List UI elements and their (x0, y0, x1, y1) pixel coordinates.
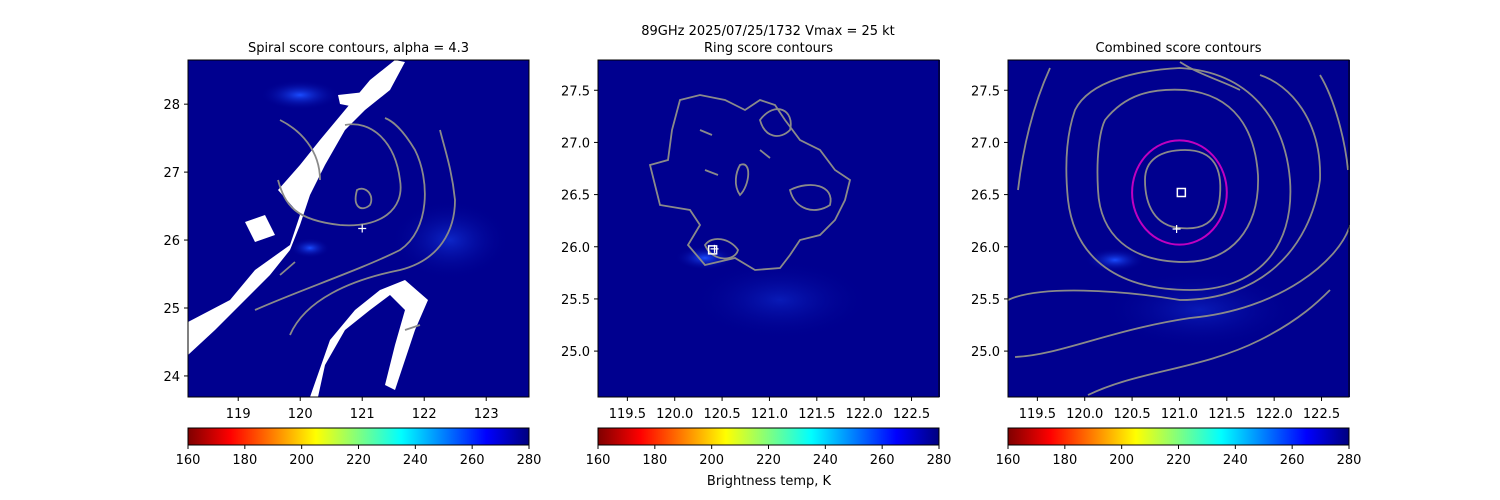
colorbar-tick-label: 280 (927, 453, 952, 468)
colorbar-tick-label: 160 (586, 453, 611, 468)
colorbar-tick-label: 260 (870, 453, 895, 468)
x-tick-label: 121.5 (798, 407, 835, 422)
colorbar-tick-label: 160 (996, 453, 1021, 468)
center-marker (710, 244, 719, 253)
y-tick-label: 25 (163, 302, 180, 317)
colorbar-tick-label: 160 (176, 453, 201, 468)
panel-title: Spiral score contours, alpha = 4.3 (248, 41, 469, 56)
x-tick-label: 122.0 (1256, 407, 1293, 422)
colorbar-tick-label: 180 (1052, 453, 1077, 468)
y-tick-label: 25.5 (561, 293, 590, 308)
colorbar-tick-label: 260 (1280, 453, 1305, 468)
y-tick-label: 25.0 (971, 345, 1000, 360)
colorbar-tick-label: 180 (232, 453, 257, 468)
x-tick-label: 120.0 (656, 407, 693, 422)
y-tick-label: 26 (163, 234, 180, 249)
center-marker (358, 224, 367, 233)
x-tick-label: 119 (226, 407, 251, 422)
colorbar-tick-label: 240 (813, 453, 838, 468)
colorbar-tick-label: 280 (517, 453, 542, 468)
colorbar-tick-label: 220 (756, 453, 781, 468)
colorbar-label: Brightness temp, K (707, 474, 832, 489)
panel-title: Combined score contours (1096, 41, 1262, 56)
panel-title: Ring score contours (704, 41, 833, 56)
colorbar (1007, 427, 1350, 446)
x-tick-label: 120.0 (1066, 407, 1103, 422)
y-tick-label: 26.5 (971, 189, 1000, 204)
x-tick-label: 121.0 (1161, 407, 1198, 422)
y-tick-label: 27.5 (971, 84, 1000, 99)
x-tick-label: 122.5 (893, 407, 930, 422)
panel-image (1008, 60, 1350, 397)
y-tick-label: 27.0 (561, 136, 590, 151)
colorbar-tick-label: 200 (699, 453, 724, 468)
ring-circle (1131, 139, 1228, 246)
x-tick-label: 120.5 (703, 407, 740, 422)
y-tick-label: 25.0 (561, 345, 590, 360)
x-tick-label: 120 (288, 407, 313, 422)
y-tick-label: 27 (163, 166, 180, 181)
axes-frame (1007, 59, 1350, 398)
x-tick-label: 121.0 (751, 407, 788, 422)
x-tick-label: 123 (474, 407, 499, 422)
x-tick-label: 119.5 (609, 407, 646, 422)
colorbar-tick-label: 260 (460, 453, 485, 468)
panel-image (188, 60, 529, 397)
colorbar-tick-label: 240 (403, 453, 428, 468)
y-tick-label: 27.0 (971, 136, 1000, 151)
y-tick-label: 26.5 (561, 189, 590, 204)
panel-image (598, 60, 940, 397)
y-tick-label: 24 (163, 370, 180, 385)
y-tick-label: 26.0 (971, 241, 1000, 256)
center-marker (1172, 225, 1181, 234)
colorbar-tick-label: 180 (642, 453, 667, 468)
colorbar-tick-label: 200 (1109, 453, 1134, 468)
axes-frame (187, 59, 530, 398)
axes-frame (597, 59, 940, 398)
y-tick-label: 26.0 (561, 241, 590, 256)
colorbar-tick-label: 220 (346, 453, 371, 468)
x-tick-label: 122.0 (846, 407, 883, 422)
colorbar-tick-label: 240 (1223, 453, 1248, 468)
center-marker (707, 245, 718, 255)
y-tick-label: 28 (163, 98, 180, 113)
colorbar-tick-label: 200 (289, 453, 314, 468)
x-tick-label: 122.5 (1303, 407, 1340, 422)
x-tick-label: 121 (350, 407, 375, 422)
x-tick-label: 122 (412, 407, 437, 422)
colorbar-tick-label: 280 (1337, 453, 1362, 468)
x-tick-label: 119.5 (1019, 407, 1056, 422)
figure-title: 89GHz 2025/07/25/1732 Vmax = 25 kt (641, 24, 895, 39)
y-tick-label: 27.5 (561, 84, 590, 99)
colorbar (597, 427, 940, 446)
colorbar (187, 427, 530, 446)
y-tick-label: 25.5 (971, 293, 1000, 308)
x-tick-label: 120.5 (1113, 407, 1150, 422)
center-marker (1176, 187, 1187, 198)
x-tick-label: 121.5 (1208, 407, 1245, 422)
colorbar-tick-label: 220 (1166, 453, 1191, 468)
